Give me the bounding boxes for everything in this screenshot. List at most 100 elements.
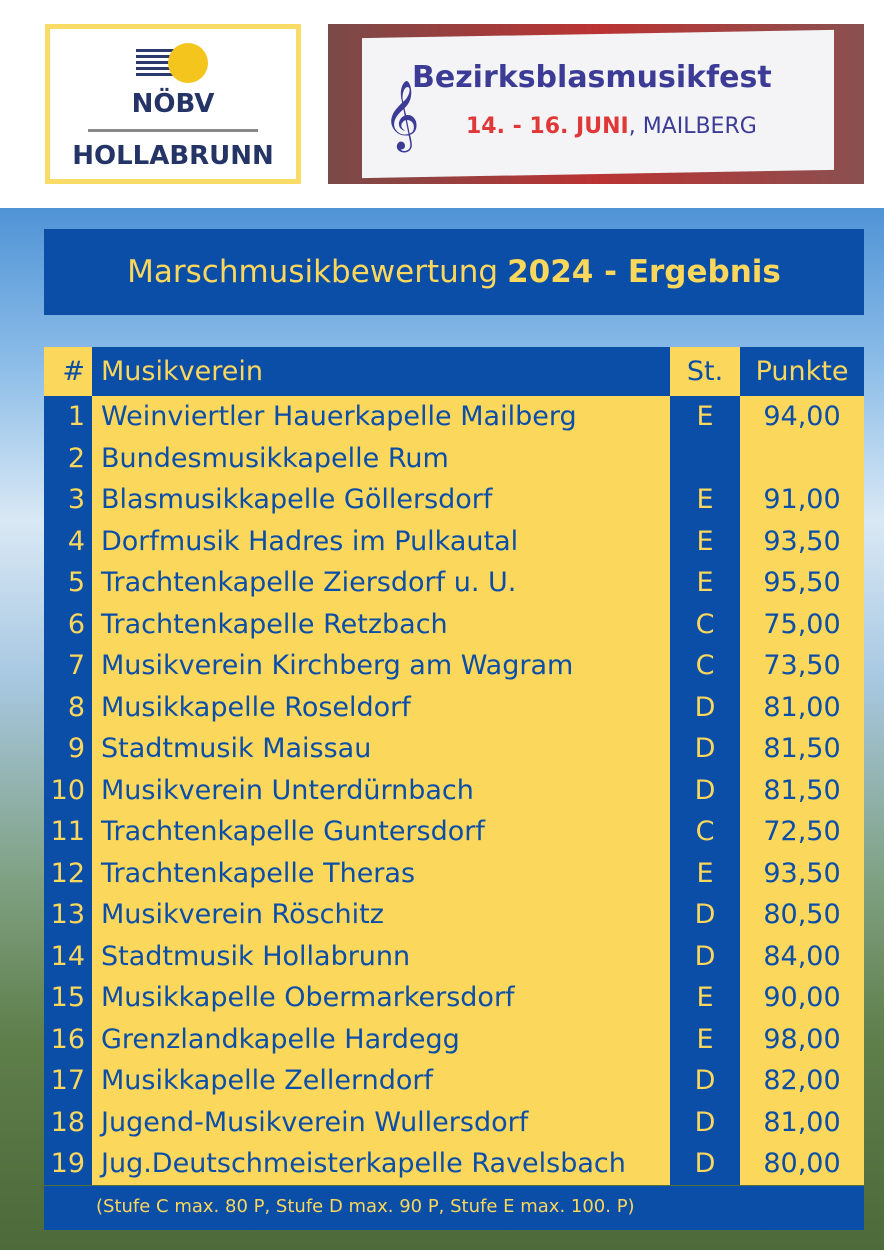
row-points: 93,50 — [740, 852, 864, 894]
row-number: 18 — [44, 1101, 92, 1143]
row-points: 82,00 — [740, 1060, 864, 1102]
row-level — [670, 437, 740, 479]
row-name: Trachtenkapelle Theras — [92, 852, 670, 894]
row-level: E — [670, 977, 740, 1019]
row-points: 75,00 — [740, 603, 864, 645]
row-name: Jugend-Musikverein Wullersdorf — [92, 1101, 670, 1143]
table-row: 16 Grenzlandkapelle Hardegg E 98,00 — [44, 1018, 864, 1060]
row-level: C — [670, 811, 740, 853]
row-points: 80,50 — [740, 894, 864, 936]
row-points: 94,00 — [740, 396, 864, 438]
title-text: Marschmusikbewertung — [127, 254, 499, 290]
row-points: 80,00 — [740, 1143, 864, 1185]
banner-subtitle: 14. - 16. JUNI, MAILBERG — [466, 114, 757, 139]
row-points: 72,50 — [740, 811, 864, 853]
row-number: 9 — [44, 728, 92, 770]
row-points: 81,00 — [740, 686, 864, 728]
row-points: 98,00 — [740, 1018, 864, 1060]
row-name: Trachtenkapelle Ziersdorf u. U. — [92, 562, 670, 604]
row-number: 2 — [44, 437, 92, 479]
table-row: 19 Jug.Deutschmeisterkapelle Ravelsbach D 8… — [44, 1143, 864, 1185]
header-name: Musikverein — [92, 347, 670, 396]
row-name: Jug.Deutschmeisterkapelle Ravelsbach — [92, 1143, 670, 1185]
row-points: 73,50 — [740, 645, 864, 687]
table-row: 5 Trachtenkapelle Ziersdorf u. U. E 95,50 — [44, 562, 864, 604]
page-title: Marschmusikbewertung 2024 - Ergebnis — [44, 229, 864, 315]
table-row: 10 Musikverein Unterdürnbach D 81,50 — [44, 769, 864, 811]
table-row: 18 Jugend-Musikverein Wullersdorf D 81,00 — [44, 1101, 864, 1143]
logo-lines-icon — [136, 49, 186, 79]
row-name: Musikkapelle Obermarkersdorf — [92, 977, 670, 1019]
row-points: 90,00 — [740, 977, 864, 1019]
row-name: Musikkapelle Roseldorf — [92, 686, 670, 728]
row-name: Musikverein Röschitz — [92, 894, 670, 936]
banner-cloth — [362, 29, 834, 179]
header-points: Punkte — [740, 347, 864, 396]
table-row: 12 Trachtenkapelle Theras E 93,50 — [44, 852, 864, 894]
row-number: 11 — [44, 811, 92, 853]
row-points: 81,50 — [740, 769, 864, 811]
table-row: 3 Blasmusikkapelle Göllersdorf E 91,00 — [44, 479, 864, 521]
row-number: 5 — [44, 562, 92, 604]
row-name: Musikverein Unterdürnbach — [92, 769, 670, 811]
row-level: D — [670, 728, 740, 770]
row-number: 8 — [44, 686, 92, 728]
table-row: 7 Musikverein Kirchberg am Wagram C 73,50 — [44, 645, 864, 687]
row-number: 1 — [44, 396, 92, 438]
row-points: 81,00 — [740, 1101, 864, 1143]
row-level: C — [670, 603, 740, 645]
table-row: 8 Musikkapelle Roseldorf D 81,00 — [44, 686, 864, 728]
noebv-logo: NÖBV HOLLABRUNN — [45, 24, 301, 184]
table-row: 17 Musikkapelle Zellerndorf D 82,00 — [44, 1060, 864, 1102]
title-bold: 2024 - Ergebnis — [507, 254, 781, 290]
row-level: E — [670, 562, 740, 604]
row-number: 3 — [44, 479, 92, 521]
row-level: D — [670, 894, 740, 936]
row-name: Trachtenkapelle Guntersdorf — [92, 811, 670, 853]
row-points: 84,00 — [740, 935, 864, 977]
table-row: 9 Stadtmusik Maissau D 81,50 — [44, 728, 864, 770]
row-level: D — [670, 1060, 740, 1102]
row-points: 93,50 — [740, 520, 864, 562]
header-area: NÖBV HOLLABRUNN 𝄞 Bezirksblasmusikfest 1… — [0, 0, 884, 208]
row-level: D — [670, 769, 740, 811]
row-name: Weinviertler Hauerkapelle Mailberg — [92, 396, 670, 438]
row-number: 12 — [44, 852, 92, 894]
row-name: Dorfmusik Hadres im Pulkautal — [92, 520, 670, 562]
banner-title: Bezirksblasmusikfest — [412, 60, 772, 95]
table-row: 11 Trachtenkapelle Guntersdorf C 72,50 — [44, 811, 864, 853]
results-table: # Musikverein St. Punkte 1 Weinviertler H… — [44, 347, 864, 1185]
table-header: # Musikverein St. Punkte — [44, 347, 864, 396]
row-name: Musikkapelle Zellerndorf — [92, 1060, 670, 1102]
row-level: E — [670, 479, 740, 521]
row-points: 95,50 — [740, 562, 864, 604]
table-row: 2 Bundesmusikkapelle Rum — [44, 437, 864, 479]
row-level: E — [670, 520, 740, 562]
header-level: St. — [670, 347, 740, 396]
logo-divider — [88, 129, 258, 132]
row-number: 4 — [44, 520, 92, 562]
row-level: D — [670, 1101, 740, 1143]
row-level: D — [670, 1143, 740, 1185]
row-name: Bundesmusikkapelle Rum — [92, 437, 670, 479]
table-row: 1 Weinviertler Hauerkapelle Mailberg E 94,0… — [44, 396, 864, 438]
logo-line1: NÖBV — [131, 89, 215, 119]
row-number: 6 — [44, 603, 92, 645]
row-number: 15 — [44, 977, 92, 1019]
row-points — [740, 437, 864, 479]
header-number: # — [44, 347, 92, 396]
row-number: 7 — [44, 645, 92, 687]
row-points: 81,50 — [740, 728, 864, 770]
row-level: D — [670, 935, 740, 977]
row-name: Trachtenkapelle Retzbach — [92, 603, 670, 645]
row-name: Blasmusikkapelle Göllersdorf — [92, 479, 670, 521]
row-points: 91,00 — [740, 479, 864, 521]
row-number: 14 — [44, 935, 92, 977]
banner-place: , MAILBERG — [628, 114, 757, 139]
row-name: Grenzlandkapelle Hardegg — [92, 1018, 670, 1060]
row-name: Stadtmusik Hollabrunn — [92, 935, 670, 977]
row-number: 13 — [44, 894, 92, 936]
table-row: 14 Stadtmusik Hollabrunn D 84,00 — [44, 935, 864, 977]
row-number: 17 — [44, 1060, 92, 1102]
table-row: 4 Dorfmusik Hadres im Pulkautal E 93,50 — [44, 520, 864, 562]
